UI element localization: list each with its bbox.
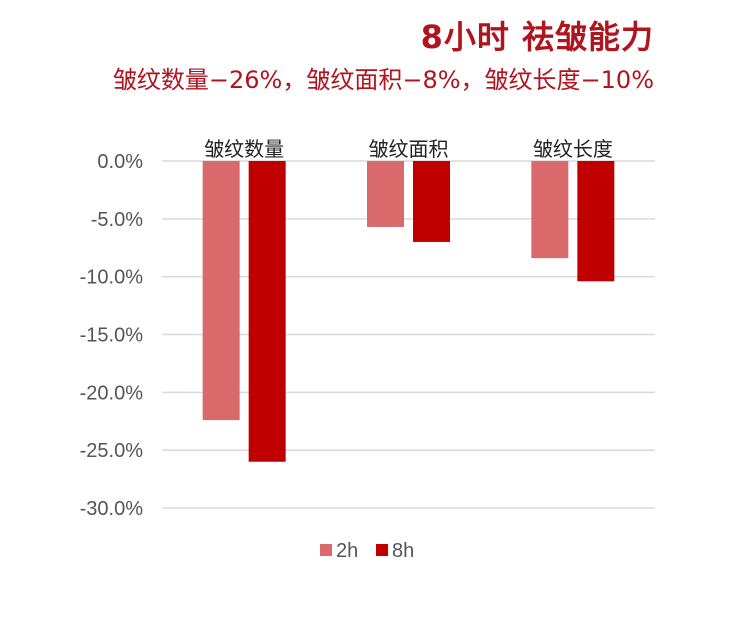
category-label: 皱纹数量 [204, 137, 284, 161]
category-labels: 皱纹数量 皱纹面积 皱纹长度 [204, 137, 613, 161]
legend-label-2h: 2h [336, 540, 358, 562]
bars [202, 161, 615, 462]
y-tick-label: -15.0% [80, 325, 144, 347]
bar-2h-1 [202, 161, 240, 421]
bar-8h-3 [577, 161, 615, 282]
chart-subtitle: 皱纹数量−26%，皱纹面积−8%，皱纹长度−10% [112, 66, 654, 94]
y-tick-label: -20.0% [80, 382, 144, 404]
gridlines [162, 160, 655, 509]
category-label: 皱纹面积 [369, 137, 449, 161]
legend: 2h 8h [320, 540, 414, 562]
y-axis-ticks: 0.0% -5.0% -10.0% -15.0% -20.0% -25.0% -30.0% [80, 151, 144, 520]
bar-8h-2 [413, 161, 450, 242]
bar-8h-1 [248, 161, 286, 462]
bar-2h-3 [531, 161, 569, 259]
y-tick-label: -30.0% [80, 498, 144, 520]
y-tick-label: -5.0% [91, 209, 143, 231]
legend-label-8h: 8h [392, 540, 414, 562]
y-tick-label: -25.0% [80, 440, 144, 462]
legend-swatch-8h [376, 544, 388, 556]
y-tick-label: -10.0% [80, 267, 144, 289]
bar-2h-2 [367, 161, 404, 227]
legend-swatch-2h [320, 544, 332, 556]
y-tick-label: 0.0% [97, 151, 143, 173]
chart-title: 8小时 祛皱能力 [420, 18, 654, 56]
category-label: 皱纹长度 [533, 137, 613, 161]
